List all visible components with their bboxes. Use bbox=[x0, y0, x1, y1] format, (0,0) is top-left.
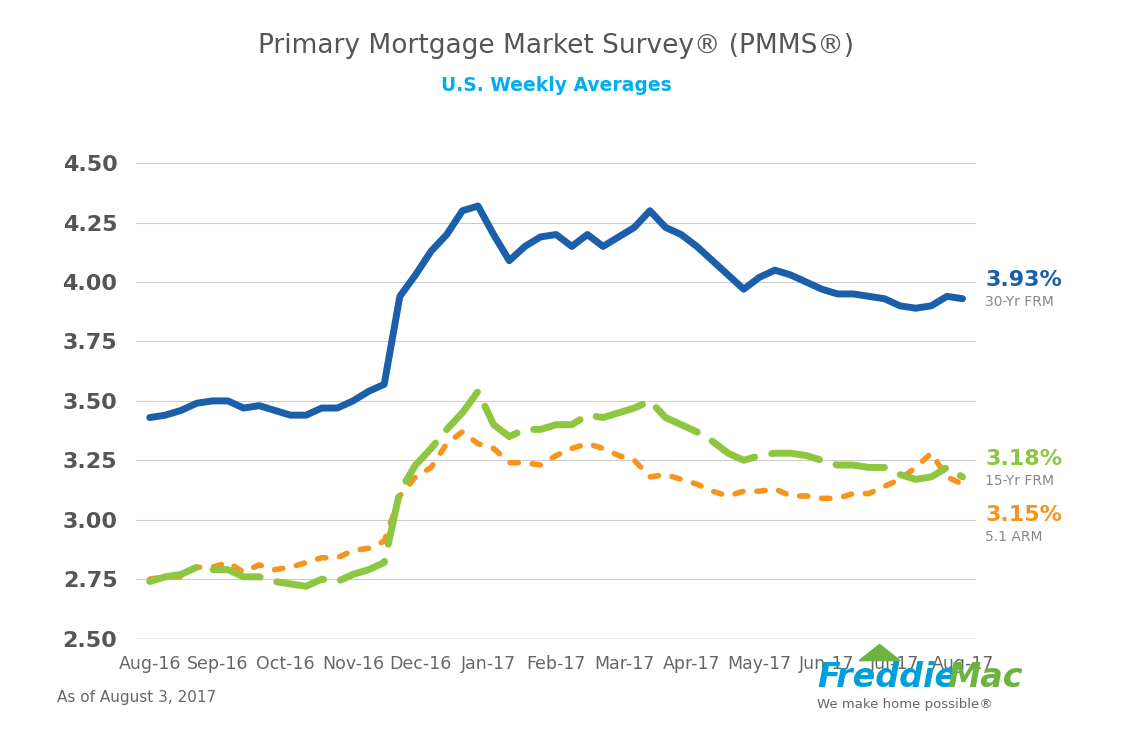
Text: 3.15%: 3.15% bbox=[985, 505, 1062, 525]
Text: 3.18%: 3.18% bbox=[985, 448, 1062, 468]
Text: 3.93%: 3.93% bbox=[985, 270, 1062, 291]
Text: Mac: Mac bbox=[948, 661, 1024, 694]
Text: Primary Mortgage Market Survey® (PMMS®): Primary Mortgage Market Survey® (PMMS®) bbox=[258, 33, 855, 59]
Text: We make home possible®: We make home possible® bbox=[817, 697, 993, 711]
Text: 30-Yr FRM: 30-Yr FRM bbox=[985, 295, 1054, 309]
Text: U.S. Weekly Averages: U.S. Weekly Averages bbox=[440, 76, 672, 95]
Text: Freddie: Freddie bbox=[817, 661, 957, 694]
Text: 15-Yr FRM: 15-Yr FRM bbox=[985, 473, 1054, 487]
Text: 5.1 ARM: 5.1 ARM bbox=[985, 530, 1043, 544]
Text: As of August 3, 2017: As of August 3, 2017 bbox=[57, 690, 216, 705]
